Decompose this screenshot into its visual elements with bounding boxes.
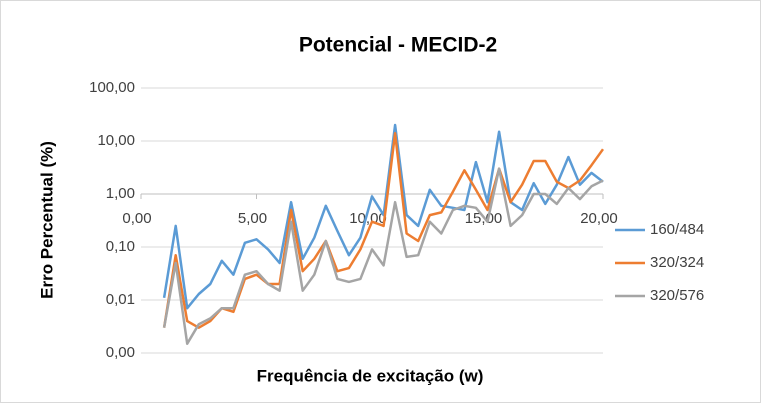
y-tick-label: 0,00: [106, 344, 135, 361]
chart-title: Potencial - MECID-2: [299, 34, 497, 57]
series-line: [162, 123, 604, 310]
chart-border: [0, 0, 761, 403]
y-tick-label: 0,01: [106, 291, 135, 308]
y-tick-label: 100,00: [89, 79, 135, 96]
x-axis-label: Frequência de excitação (w): [257, 366, 484, 385]
legend-label: 320/324: [650, 254, 704, 271]
x-tick-label: 20,00: [580, 210, 618, 227]
y-axis-label: Erro Percentual (%): [37, 141, 56, 299]
legend-label: 160/484: [650, 221, 704, 238]
y-tick-label: 10,00: [97, 132, 135, 149]
x-tick-label: 0,00: [122, 210, 151, 227]
y-tick-label: 1,00: [106, 185, 135, 202]
x-tick-label: 5,00: [238, 210, 267, 227]
series-line: [162, 167, 604, 345]
legend-label: 320/576: [650, 287, 704, 304]
y-tick-label: 0,10: [106, 238, 135, 255]
